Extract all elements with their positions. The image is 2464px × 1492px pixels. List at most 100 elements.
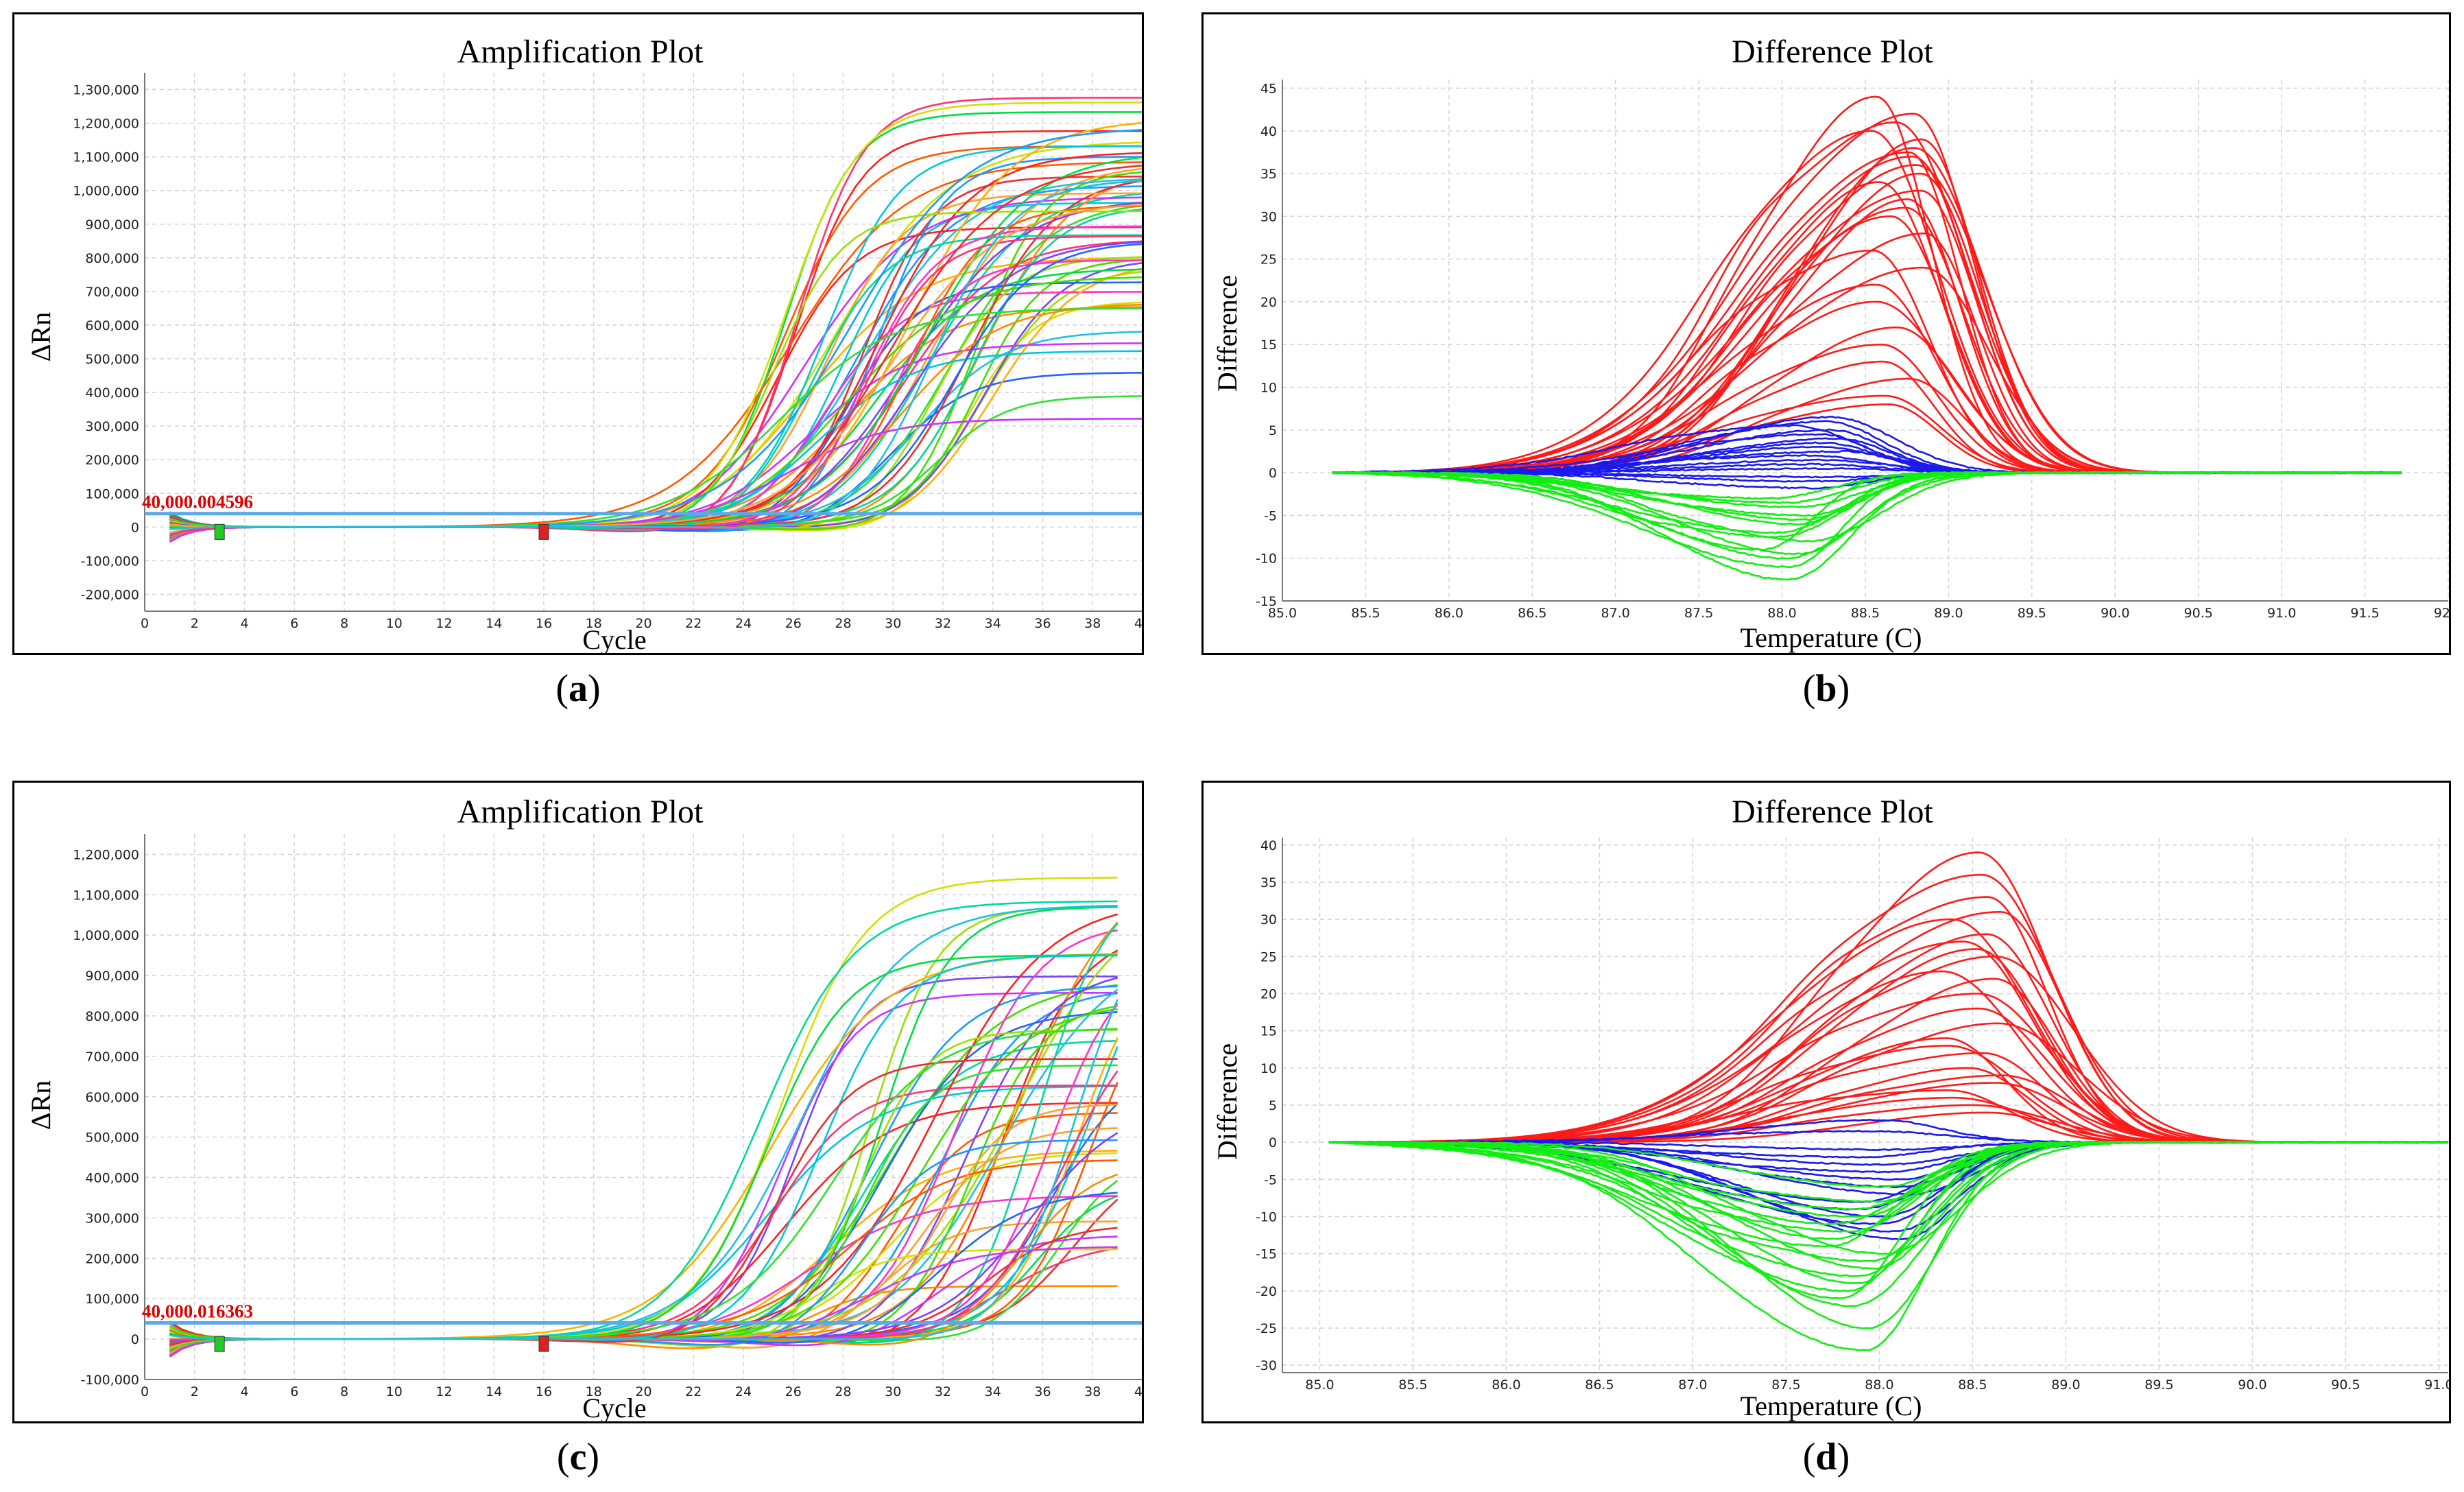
caption-b: (b) [1802,667,1850,710]
amplification-curve [169,235,1142,537]
baseline-marker[interactable] [214,1336,225,1352]
y-tick-label: 5 [1269,423,1277,438]
y-tick-label: 25 [1260,949,1277,964]
x-tick-label: 14 [486,1384,502,1399]
y-tick-label: 20 [1260,987,1277,1002]
y-tick-label: 40 [1260,838,1277,853]
x-tick-label: 26 [785,1384,802,1399]
difference-plot-d: Difference Plot Temperature (C) Differen… [1201,781,2451,1423]
x-tick-label: 4 [240,1384,248,1399]
amplification-curve [169,1150,1118,1345]
difference-curve-red [1329,1082,2448,1144]
x-tick-label: 2 [191,616,199,631]
amplification-curve [169,129,1142,536]
y-tick-label: 0 [131,1332,139,1347]
difference-curve-red [1329,1104,2448,1144]
baseline-marker[interactable] [214,523,225,540]
x-tick-label: 10 [386,616,403,631]
difference-curve-red [1329,948,2448,1144]
difference-curve-green [1332,471,2402,581]
y-tick-label: 35 [1260,167,1277,182]
x-tick-label: 85.0 [1268,606,1297,621]
x-tick-label: 40 [1134,616,1142,631]
difference-curve-red [1332,113,2402,474]
y-tick-label: 1,200,000 [73,117,139,132]
amplification-curve [169,234,1142,531]
y-tick-label: 600,000 [85,1090,139,1105]
x-tick-label: 38 [1084,616,1101,631]
y-tick-label: 0 [131,520,139,535]
x-tick-label: 20 [635,616,651,631]
x-tick-label: 6 [290,616,298,631]
chart-title: Difference Plot [1732,794,1933,830]
amplification-curve [169,180,1142,530]
amplification-curve [169,161,1142,528]
y-tick-label: 5 [1269,1098,1277,1113]
difference-curve-red [1332,138,2402,474]
x-axis-label: Cycle [582,624,646,653]
x-tick-label: 86.5 [1518,606,1546,621]
x-tick-label: 88.0 [1767,606,1796,621]
difference-curve-red [1329,1022,2448,1144]
x-tick-label: 18 [586,616,602,631]
x-tick-label: 28 [835,616,851,631]
difference-curve-green [1332,471,2402,551]
amplification-curve [169,208,1142,528]
y-tick-label: 1,200,000 [73,847,139,862]
x-tick-label: 88.5 [1851,606,1880,621]
amplification-curve [169,202,1142,528]
x-tick-label: 87.5 [1771,1377,1800,1393]
caption-c: (c) [556,1436,600,1478]
y-tick-label: 700,000 [85,285,139,300]
x-tick-label: 28 [835,1384,851,1399]
y-tick-label: 40 [1260,124,1277,139]
amplification-curve [169,999,1119,1340]
chart-c-svg: Amplification Plot Cycle ΔRn 0 2 4 6 8 10 12 14… [25,794,1142,1421]
amplification-curve [169,152,1142,528]
x-tick-label: 87.5 [1684,606,1713,621]
y-tick-label: 1,000,000 [73,928,139,943]
y-tick-label: -20 [1256,1284,1277,1299]
difference-curve-green [1328,1141,2449,1189]
x-tick-label: 91.5 [2350,606,2379,621]
y-tick-label: -25 [1256,1321,1277,1336]
amplification-curve [169,167,1142,530]
chart-title: Difference Plot [1732,34,1933,70]
baseline-marker[interactable] [538,1336,549,1352]
difference-curve-red [1329,910,2448,1144]
caption-letter: b [1815,667,1837,710]
difference-curve-red [1329,978,2448,1144]
x-tick-label: 86.5 [1585,1377,1614,1393]
difference-curve-red [1329,940,2448,1144]
x-tick-label: 91.0 [2267,606,2296,621]
x-tick-label: 89.0 [1934,606,1963,621]
difference-curve-red [1329,1089,2448,1144]
amplification-curve [169,204,1142,528]
baseline-marker[interactable] [538,523,549,540]
y-axis-label: Difference [1212,275,1243,392]
y-tick-label: 1,300,000 [73,83,139,98]
y-tick-label: 20 [1260,295,1277,310]
difference-curve-red [1332,164,2402,474]
x-tick-label: 2 [191,1384,199,1399]
x-axis-label: Temperature (C) [1741,622,1922,653]
y-tick-label: 100,000 [85,486,139,501]
amplification-curve [169,121,1142,528]
x-tick-label: 34 [985,1384,1001,1399]
y-tick-label: 800,000 [85,251,139,266]
difference-curve-red [1332,232,2402,474]
y-tick-label: 300,000 [85,419,139,434]
x-tick-label: 24 [735,616,752,631]
caption-d: (d) [1802,1436,1850,1478]
y-tick-label: 200,000 [85,453,139,468]
amplification-curve [169,929,1118,1340]
x-tick-label: 38 [1084,1384,1101,1399]
amplification-curve [169,270,1142,537]
x-tick-label: 85.5 [1398,1377,1427,1393]
y-tick-label: -5 [1264,1172,1277,1187]
y-tick-label: 25 [1260,252,1277,268]
x-tick-label: 16 [536,1384,552,1399]
caption-letter: c [569,1436,587,1478]
x-tick-label: 12 [435,1384,452,1399]
y-tick-label: 500,000 [85,1130,139,1146]
